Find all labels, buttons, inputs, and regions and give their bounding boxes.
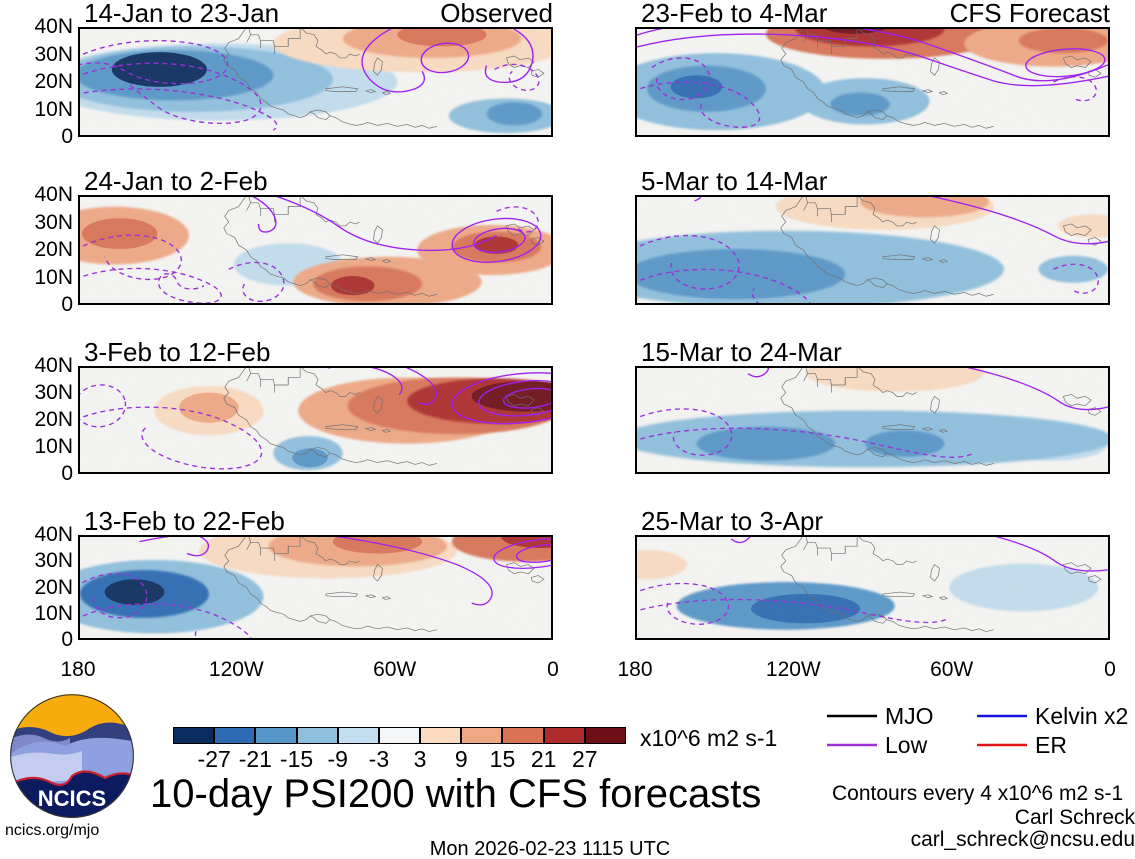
svg-text:NCICS: NCICS (38, 786, 106, 811)
